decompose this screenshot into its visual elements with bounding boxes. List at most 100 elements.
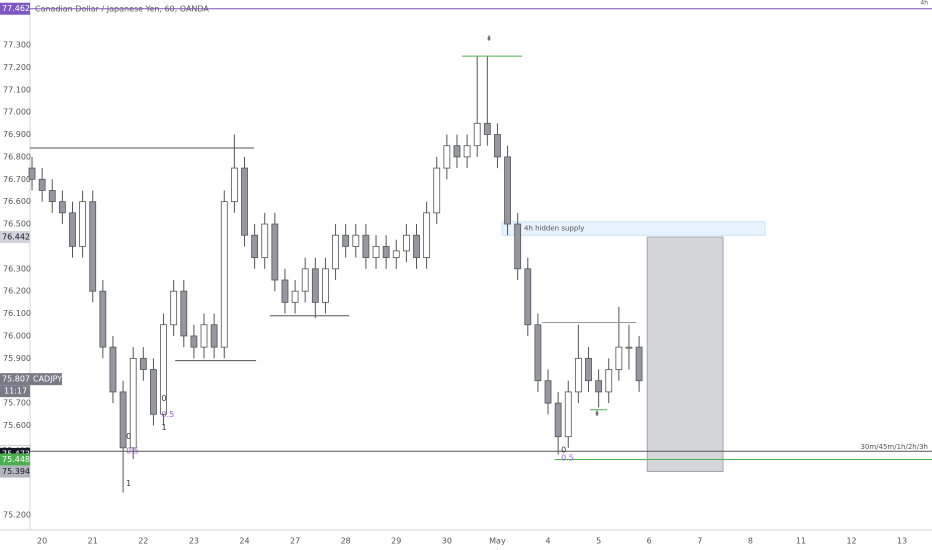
candle-body [564,391,572,438]
candle-body [554,402,562,438]
fib-label: 1 [161,423,166,432]
x-tick-label: 12 [846,537,856,546]
x-tick-label: 28 [341,537,351,546]
candle-body [69,212,76,247]
candle-body [28,167,36,180]
y-tick-label: 76.300 [3,264,31,273]
candle-body [574,357,582,393]
candle-body [210,324,218,348]
fib-label: 0 [561,446,566,455]
x-tick-label: 29 [391,537,401,546]
x-tick-label: 4 [545,537,550,546]
candle-body [89,201,97,292]
candle-body [443,145,451,169]
candle-body [494,134,501,158]
candle-body [524,268,532,326]
candle-body [38,178,46,191]
x-tick-label: 8 [748,537,753,546]
candle-body [129,357,137,449]
price-tag-label: 76.442 [2,233,30,242]
candle-body [635,346,643,382]
y-tick-label: 77.200 [3,63,31,72]
x-tick-label: 24 [239,537,249,546]
candle-body [271,223,279,281]
y-tick-label: 75.700 [3,399,31,408]
symbol-label: CADJPY [33,375,62,384]
corner-label: 4h [920,0,928,7]
x-tick-label: 6 [647,537,652,546]
symbol-tag [30,373,62,386]
price-tag-label: 75.448 [2,455,30,464]
candle-body [362,234,370,259]
x-tick-label: 5 [596,537,601,546]
price-tag-label: 77.462 [2,4,30,13]
y-tick-label: 76.800 [3,152,31,161]
fib-label: 0 [161,394,166,403]
candle-body [281,279,289,303]
zone-label: 4h hidden supply [524,225,584,233]
y-tick-label: 76.500 [3,220,31,229]
candle-body [544,380,552,404]
candle-body [382,246,390,259]
candle-body [109,346,117,393]
candle-body [301,268,309,292]
candle-body [139,357,147,370]
countdown-label: 11:17 [4,387,27,396]
fib-label: 1 [126,479,131,488]
candle-body [605,369,613,393]
candle-body [261,223,269,259]
candle-body [392,250,400,259]
x-tick-label: 7 [697,537,702,546]
candle-body [615,346,623,370]
timeframes-label: 30m/45m/1h/2h/3h [860,443,928,451]
candle-body [585,357,592,382]
candle-body [150,369,157,415]
countdown-tag [0,385,30,398]
candle-body [200,324,208,348]
price-tag [0,2,30,15]
x-tick-label: 22 [138,537,148,546]
candle-body [453,145,461,158]
x-tick-label: 23 [189,537,199,546]
candle-body [595,380,603,393]
candle-body [463,145,471,158]
candle-body [160,324,167,415]
y-tick-label: 75.600 [3,421,31,430]
price-tag [0,453,30,466]
candle-body [180,290,188,337]
x-tick-label: 20 [37,537,47,546]
y-tick-label: 76.600 [3,197,31,206]
candle-body [433,167,441,214]
candle-body [413,234,420,259]
candle-body [291,290,299,303]
candle-body [625,346,633,349]
candle-body [332,234,339,270]
candle-body [534,324,542,382]
candle-body [230,167,238,203]
x-tick-label: 13 [897,537,907,546]
candle-body [504,156,511,225]
y-tick-label: 76.000 [3,331,31,340]
drop-icon [595,410,599,416]
y-tick-label: 75.900 [3,354,31,363]
candle-body [220,201,228,348]
candle-body [170,290,178,326]
candle-body [99,290,107,348]
candle-body [352,234,360,247]
candle-body [119,391,127,449]
y-tick-label: 76.200 [3,287,31,296]
candle-body [190,335,198,348]
fib-label: 0.5 [161,410,174,419]
y-tick-label: 76.100 [3,309,31,318]
candle-body [79,201,87,247]
zone [646,236,724,472]
y-tick-label: 76.700 [3,175,31,184]
candle-body [473,122,481,147]
candle-body [58,201,66,214]
drop-icon [487,35,491,41]
candle-body [48,190,56,203]
price-tag-label: 75.394 [2,467,30,476]
zone [501,221,766,236]
